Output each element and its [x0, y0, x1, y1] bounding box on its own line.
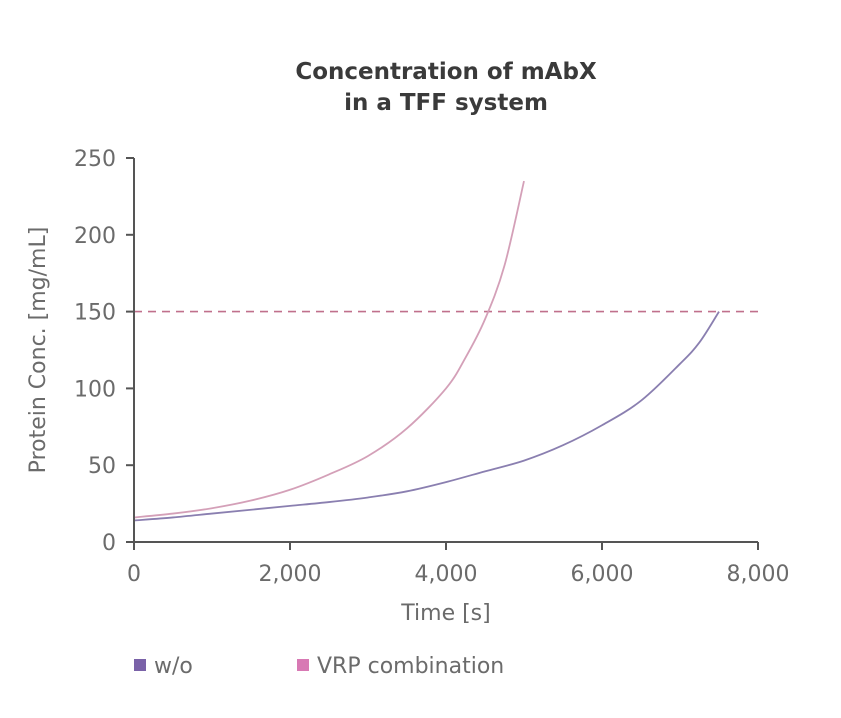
legend-label-wo: w/o: [154, 654, 193, 679]
legend-swatch-vrp-combination: [297, 659, 309, 671]
x-tick-label: 0: [127, 562, 141, 587]
series-line-wo: [133, 311, 720, 522]
series-line-vrp-combination: [133, 180, 525, 519]
x-tick-label: 2,000: [259, 562, 322, 587]
x-tick-label: 6,000: [571, 562, 634, 587]
x-tick-label: 4,000: [415, 562, 478, 587]
y-tick-label: 200: [74, 224, 116, 249]
plot-area: [133, 180, 758, 522]
y-tick-label: 250: [74, 147, 116, 172]
y-tick-label: 100: [74, 377, 116, 402]
y-tick-label: 0: [102, 531, 116, 556]
y-axis-label: Protein Conc. [mg/mL]: [26, 227, 51, 474]
legend: w/o VRP combination: [134, 654, 504, 679]
y-tick-label: 50: [88, 454, 116, 479]
legend-swatch-wo: [134, 659, 146, 671]
chart-title-line-2: in a TFF system: [344, 90, 548, 116]
y-tick-label: 150: [74, 301, 116, 326]
legend-label-vrp-combination: VRP combination: [317, 654, 504, 679]
axes: 0 50 100 150 200 250 0 2,000 4,000 6,000 8,000: [74, 147, 789, 587]
chart-title-line-1: Concentration of mAbX: [295, 59, 597, 85]
x-axis-label: Time [s]: [400, 601, 490, 626]
x-tick-label: 8,000: [727, 562, 790, 587]
